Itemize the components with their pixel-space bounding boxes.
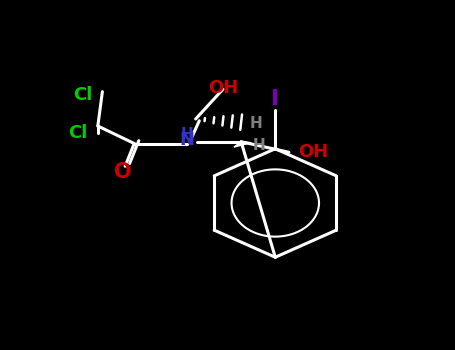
Text: N: N xyxy=(179,131,194,149)
Text: OH: OH xyxy=(298,143,328,161)
Text: OH: OH xyxy=(208,79,238,97)
Text: Cl: Cl xyxy=(68,124,88,142)
Text: H: H xyxy=(253,139,265,153)
Text: O: O xyxy=(114,161,131,182)
Polygon shape xyxy=(234,142,251,147)
Text: Cl: Cl xyxy=(73,85,92,104)
Text: I: I xyxy=(271,89,279,108)
Text: H: H xyxy=(249,116,262,131)
Text: H: H xyxy=(180,127,193,142)
